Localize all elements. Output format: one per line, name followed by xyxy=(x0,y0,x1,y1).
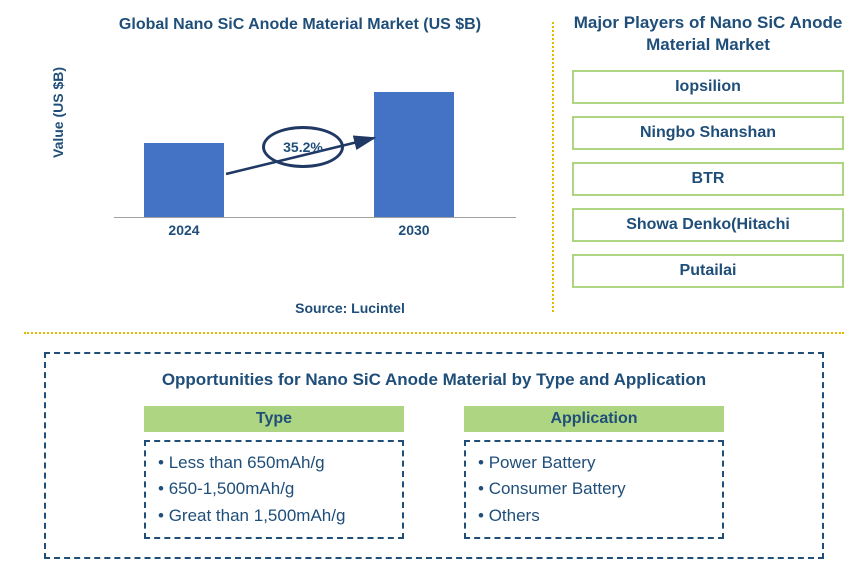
column-head: Application xyxy=(464,406,724,432)
list-item: Others xyxy=(478,503,710,529)
list-item: Consumer Battery xyxy=(478,476,710,502)
chart-bar-2030 xyxy=(374,92,454,218)
opportunities-columns: Type Less than 650mAh/g 650-1,500mAh/g G… xyxy=(76,406,792,539)
chart-title: Global Nano SiC Anode Material Market (U… xyxy=(64,16,536,34)
opportunity-column-type: Type Less than 650mAh/g 650-1,500mAh/g G… xyxy=(144,406,404,539)
growth-oval: 35.2% xyxy=(262,126,344,168)
chart-area: Value (US $B) 2024 2030 35.2% xyxy=(64,78,536,258)
list-item: 650-1,500mAh/g xyxy=(158,476,390,502)
chart-baseline xyxy=(114,217,516,218)
infographic-root: Global Nano SiC Anode Material Market (U… xyxy=(0,0,868,563)
player-box: Iopsilion xyxy=(572,70,844,104)
column-body: Power Battery Consumer Battery Others xyxy=(464,440,724,539)
top-row: Global Nano SiC Anode Material Market (U… xyxy=(24,12,844,332)
column-body: Less than 650mAh/g 650-1,500mAh/g Great … xyxy=(144,440,404,539)
list-item: Less than 650mAh/g xyxy=(158,450,390,476)
list-item: Great than 1,500mAh/g xyxy=(158,503,390,529)
growth-label: 35.2% xyxy=(283,139,323,155)
opportunity-column-application: Application Power Battery Consumer Batte… xyxy=(464,406,724,539)
chart-ylabel: Value (US $B) xyxy=(50,67,66,158)
list-item: Power Battery xyxy=(478,450,710,476)
opportunities-box: Opportunities for Nano SiC Anode Materia… xyxy=(44,352,824,559)
column-head: Type xyxy=(144,406,404,432)
players-title: Major Players of Nano SiC Anode Material… xyxy=(572,12,844,56)
horizontal-divider xyxy=(24,332,844,334)
chart-source: Source: Lucintel xyxy=(164,300,536,316)
chart-section: Global Nano SiC Anode Material Market (U… xyxy=(24,12,552,332)
player-box: Showa Denko(Hitachi xyxy=(572,208,844,242)
players-section: Major Players of Nano SiC Anode Material… xyxy=(554,12,844,332)
chart-xlabel-0: 2024 xyxy=(144,222,224,238)
chart-xlabel-1: 2030 xyxy=(374,222,454,238)
player-box: Ningbo Shanshan xyxy=(572,116,844,150)
chart-plot: 2024 2030 35.2% xyxy=(114,78,516,238)
chart-bar-2024 xyxy=(144,143,224,218)
opportunities-title: Opportunities for Nano SiC Anode Materia… xyxy=(76,370,792,390)
player-box: Putailai xyxy=(572,254,844,288)
player-box: BTR xyxy=(572,162,844,196)
